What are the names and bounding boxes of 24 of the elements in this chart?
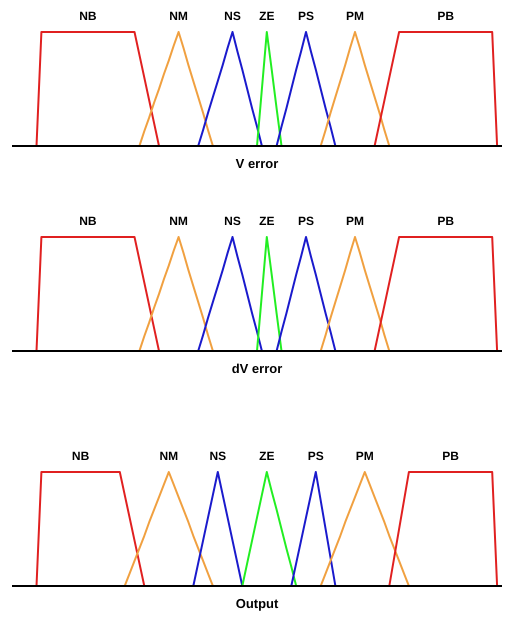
series-label: ZE <box>259 449 274 463</box>
series-label: NS <box>224 214 241 228</box>
series-label: PM <box>346 9 364 23</box>
series-label: PB <box>437 9 454 23</box>
series-label: NS <box>209 449 226 463</box>
x-axis-title: Output <box>236 596 279 611</box>
series-label: NS <box>224 9 241 23</box>
series-label: ZE <box>259 9 274 23</box>
series-label: PB <box>442 449 460 463</box>
series-label: NM <box>169 9 188 23</box>
series-label: NM <box>169 214 188 228</box>
series-label: NB <box>79 214 97 228</box>
series-label: ZE <box>259 214 274 228</box>
series-label: PM <box>346 214 364 228</box>
series-label: PS <box>298 214 314 228</box>
series-label: PB <box>437 214 454 228</box>
series-label: NM <box>159 449 178 463</box>
x-axis-title: V error <box>236 156 278 171</box>
series-label: PM <box>356 449 374 463</box>
series-label: NB <box>79 9 97 23</box>
series-label: PS <box>308 449 324 463</box>
series-label: PS <box>298 9 314 23</box>
x-axis-title: dV error <box>232 361 282 376</box>
series-label: NB <box>72 449 90 463</box>
